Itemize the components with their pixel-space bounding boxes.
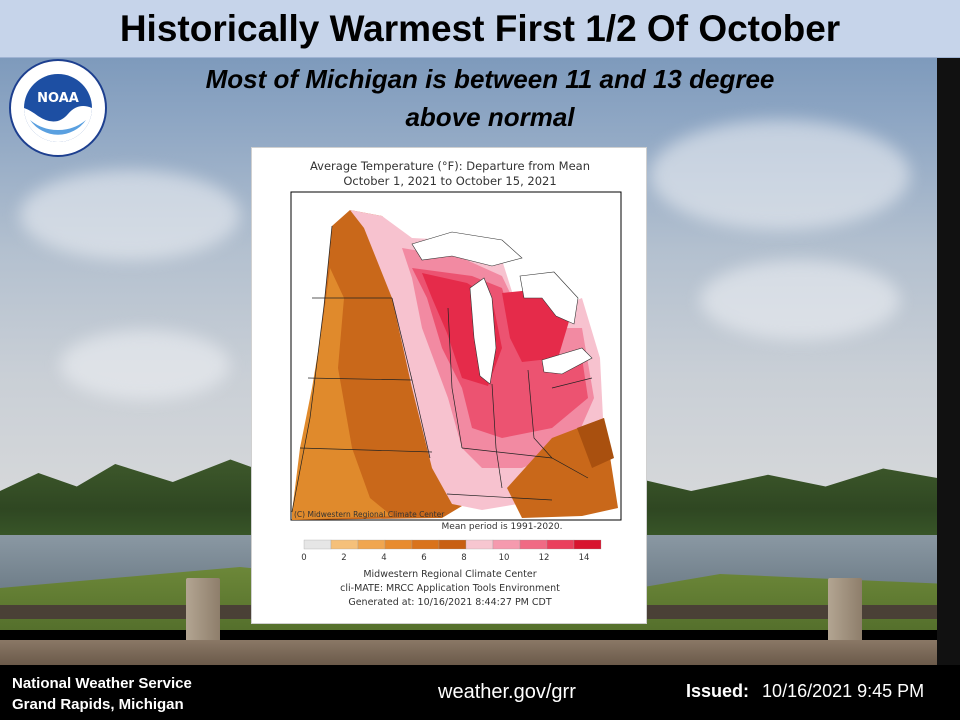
legend-swatch	[384, 539, 413, 550]
map-footer-line-3: Generated at: 10/16/2021 8:44:27 PM CDT	[348, 597, 551, 608]
legend-swatch	[438, 539, 467, 550]
cloud	[60, 330, 230, 400]
legend-tick-label: 12	[539, 553, 550, 563]
bridge-post	[828, 578, 862, 648]
lake-superior	[411, 231, 523, 267]
legend-tick-label: 4	[381, 553, 386, 563]
legend-swatch	[573, 539, 602, 550]
issued-value: 10/16/2021 9:45 PM	[762, 681, 925, 701]
lake-huron	[519, 271, 579, 325]
legend-tick-label: 8	[461, 553, 466, 563]
website-link[interactable]: weather.gov/grr	[438, 681, 576, 703]
cloud	[700, 260, 900, 340]
map-title-line-1: Average Temperature (°F): Departure from…	[310, 159, 590, 173]
noaa-logo-text: NOAA	[37, 91, 79, 106]
office-line-1: National Weather Service	[12, 675, 192, 692]
legend-swatch	[546, 539, 575, 550]
legend-tick-label: 10	[499, 553, 510, 563]
office-name: National Weather Service Grand Rapids, M…	[12, 673, 192, 715]
subtitle-line-2: above normal	[405, 102, 575, 132]
legend-swatch	[519, 539, 548, 550]
map-credit: (C) Midwestern Regional Climate Center	[294, 510, 445, 519]
map-contours	[292, 210, 618, 520]
lake-erie	[541, 347, 593, 375]
map-footer-line-2: cli-MATE: MRCC Application Tools Environ…	[340, 583, 560, 594]
legend-tick-label: 14	[579, 553, 590, 563]
cloud	[650, 120, 910, 230]
legend-swatch	[330, 539, 359, 550]
footer-bar: National Weather Service Grand Rapids, M…	[0, 665, 960, 720]
mean-period: Mean period is 1991-2020.	[442, 522, 563, 532]
bridge-deck	[0, 640, 960, 665]
noaa-logo: NOAA	[9, 59, 107, 157]
legend-swatch	[357, 539, 386, 550]
legend-swatch	[411, 539, 440, 550]
page-title: Historically Warmest First 1/2 Of Octobe…	[119, 7, 841, 49]
temperature-map: Average Temperature (°F): Departure from…	[290, 159, 622, 608]
issued-timestamp: Issued: 10/16/2021 9:45 PM	[686, 681, 924, 702]
cloud	[20, 170, 240, 260]
legend-tick-label: 6	[421, 553, 426, 563]
legend-ticks: 0 2 4 6 8 10 12 14	[301, 553, 589, 563]
legend-swatch	[303, 539, 332, 550]
right-edge-bar	[937, 58, 960, 665]
subtitle: Most of Michigan is between 11 and 13 de…	[110, 60, 870, 136]
temperature-map-panel: Average Temperature (°F): Departure from…	[251, 147, 647, 624]
legend-tick-label: 0	[301, 553, 306, 563]
legend-swatch	[492, 539, 521, 550]
map-footer-line-1: Midwestern Regional Climate Center	[363, 569, 536, 580]
issued-label: Issued:	[686, 681, 750, 701]
map-title-line-2: October 1, 2021 to October 15, 2021	[343, 174, 556, 188]
subtitle-line-1: Most of Michigan is between 11 and 13 de…	[205, 64, 775, 94]
title-bar: Historically Warmest First 1/2 Of Octobe…	[0, 0, 960, 58]
color-legend	[303, 539, 602, 550]
legend-swatch	[465, 539, 494, 550]
state-borders	[291, 225, 593, 513]
bridge-post	[186, 578, 220, 648]
lake-michigan	[469, 277, 497, 385]
office-line-2: Grand Rapids, Michigan	[12, 696, 184, 713]
legend-tick-label: 2	[341, 553, 346, 563]
great-lakes	[411, 231, 593, 385]
